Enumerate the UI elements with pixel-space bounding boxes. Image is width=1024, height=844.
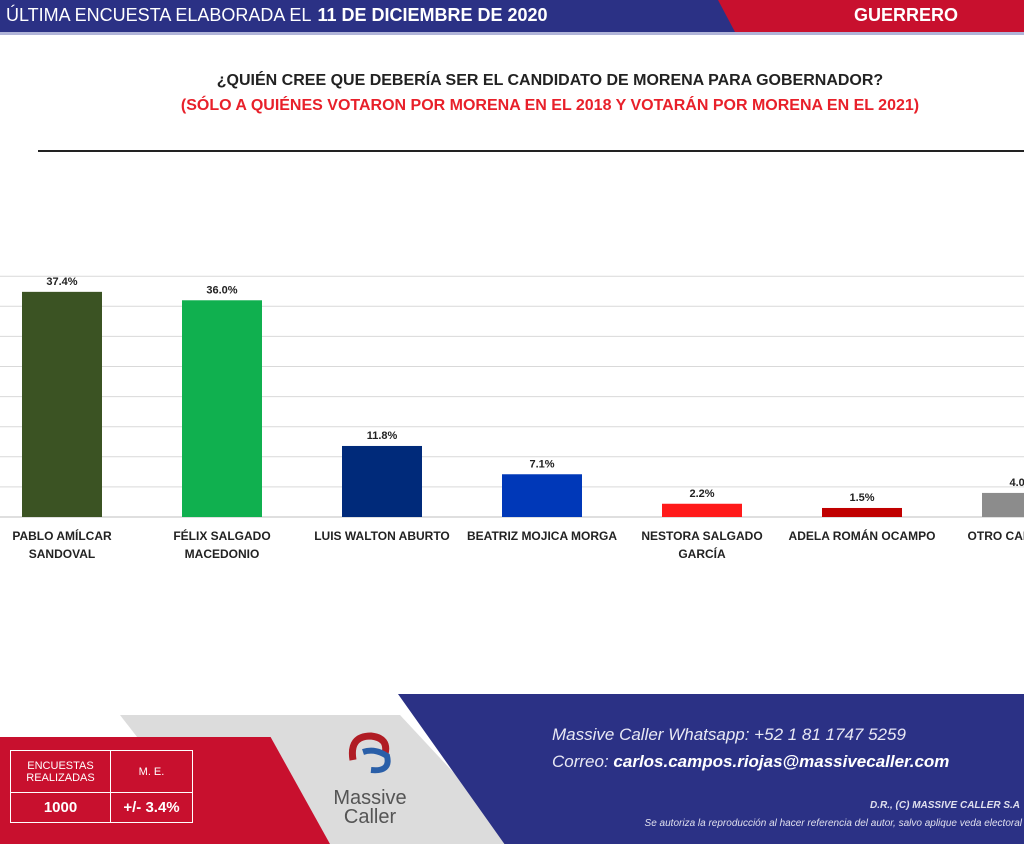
bar (662, 503, 742, 517)
category-label: MACEDONIO (185, 547, 260, 561)
logo-icon (348, 732, 391, 774)
category-label: SANDOVAL (29, 547, 95, 561)
data-label: 37.4% (46, 276, 77, 288)
bar (982, 492, 1024, 517)
category-label: GARCÍA (678, 546, 726, 561)
footer-blue-band (398, 694, 1024, 844)
email-line: Correo: carlos.campos.riojas@massivecall… (552, 752, 950, 771)
data-label: 1.5% (849, 492, 874, 504)
category-label: LUIS WALTON ABURTO (314, 529, 450, 543)
data-label: 7.1% (529, 458, 554, 470)
category-label: OTRO CANDIDATO (968, 529, 1024, 543)
bar (822, 507, 902, 517)
surveys-value: 1000 (10, 792, 111, 823)
category-label: ADELA ROMÁN OCAMPO (789, 528, 936, 543)
email-link[interactable]: carlos.campos.riojas@massivecaller.com (613, 752, 950, 771)
header-region-band (718, 0, 1024, 32)
surveys-label: ENCUESTAS REALIZADAS (10, 750, 111, 793)
data-label: 2.2% (689, 488, 714, 500)
title-rule (38, 150, 1024, 152)
copyright: D.R., (C) MASSIVE CALLER S.A (869, 800, 1020, 811)
category-label: NESTORA SALGADO (641, 529, 762, 543)
category-label: FÉLIX SALGADO (173, 528, 270, 543)
category-label: PABLO AMÍLCAR (12, 528, 112, 543)
bar-chart: 37.4% PABLO AMÍLCAR SANDOVAL 36.0% FÉLIX SAL… (0, 275, 1024, 561)
me-label: M. E. (110, 750, 193, 793)
header-divider (0, 32, 1024, 35)
bar (502, 474, 582, 517)
survey-stats-table: ENCUESTAS REALIZADAS M. E. 1000 +/- 3.4% (10, 750, 193, 823)
category-label: BEATRIZ MOJICA MORGA (467, 529, 617, 543)
chart-subtitle: (SÓLO A QUIÉNES VOTARON POR MORENA EN EL… (180, 97, 920, 114)
authorization-note: Se autoriza la reproducción al hacer ref… (644, 818, 1022, 829)
data-label: 4.0% (1009, 477, 1024, 489)
logo-text-2: Caller (343, 806, 397, 828)
bar (182, 300, 262, 517)
bar (342, 445, 422, 517)
whatsapp-text: Massive Caller Whatsapp: +52 1 81 1747 5… (552, 725, 906, 744)
massive-caller-logo: Massive Caller (330, 730, 410, 829)
header-region: GUERRERO (853, 5, 958, 25)
me-value: +/- 3.4% (110, 792, 193, 823)
logo-text-1: Massive (333, 787, 407, 809)
chart-title: ¿QUIÉN CREE QUE DEBERÍA SER EL CANDIDATO… (216, 72, 884, 89)
data-label: 36.0% (206, 284, 237, 296)
data-label: 11.8% (367, 430, 398, 442)
header-date-text: ÚLTIMA ENCUESTA ELABORADA EL 11 DE DICIEM… (6, 5, 548, 25)
bar (22, 291, 102, 517)
